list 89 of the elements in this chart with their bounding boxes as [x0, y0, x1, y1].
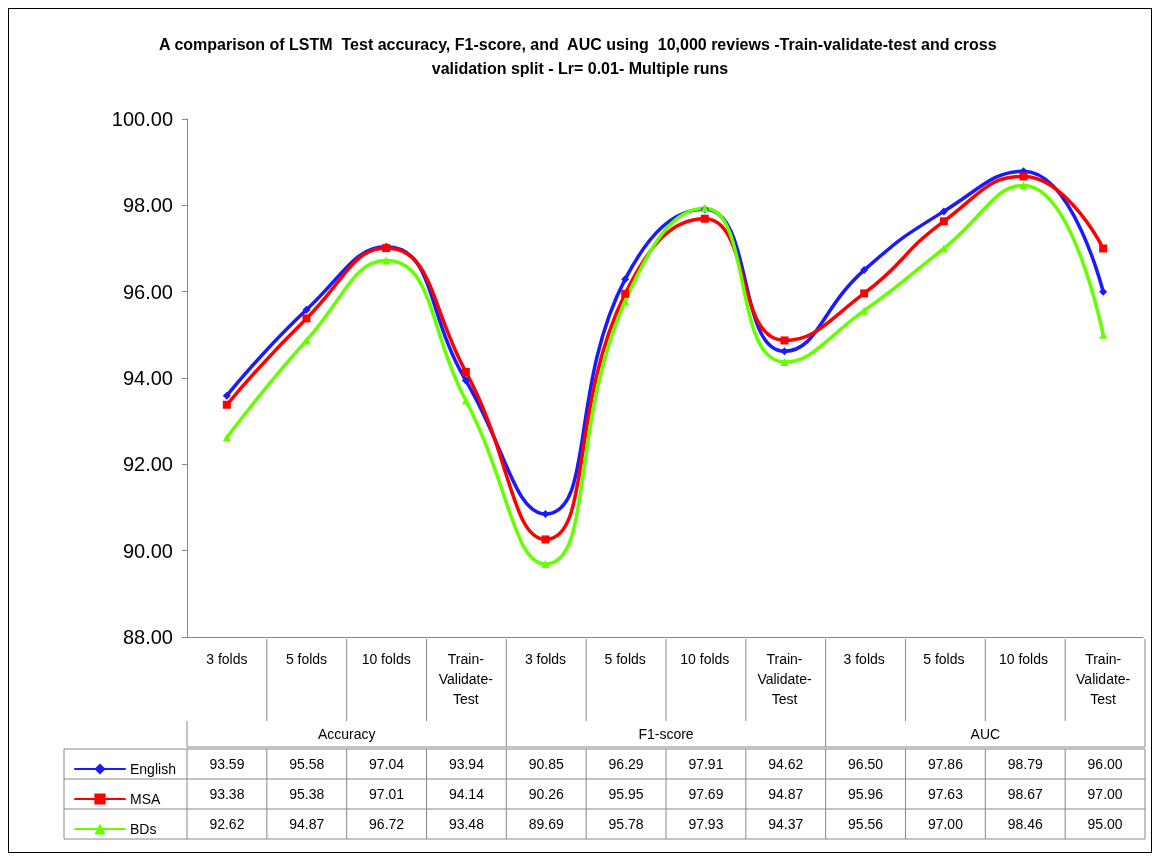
legend-label: English — [130, 761, 176, 777]
data-label: 95.38 — [289, 786, 325, 802]
data-label: 93.38 — [209, 786, 245, 802]
x-tick-label: 3 folds — [206, 651, 248, 667]
point — [860, 306, 869, 315]
data-label: 94.14 — [448, 786, 485, 802]
y-tick-label: 94.00 — [122, 367, 173, 389]
data-label: 95.78 — [608, 816, 644, 832]
data-label: 97.01 — [369, 786, 405, 802]
data-label: 95.56 — [848, 816, 884, 832]
data-label: 92.62 — [209, 816, 245, 832]
point — [222, 391, 231, 400]
x-tick-label: Train-Validate-Test — [438, 651, 494, 707]
chart-title: A comparison of LSTM Test accuracy, F1-score, and AUC using 10,000 reviews -Train-validate-test and cross validation split - Lr= 0.01- Multiple runs — [158, 35, 1002, 77]
data-label: 95.58 — [289, 756, 325, 772]
x-tick-label: 5 folds — [923, 651, 965, 667]
data-label: 90.85 — [528, 756, 564, 772]
point — [541, 560, 550, 569]
data-label: 95.96 — [848, 786, 884, 802]
point — [222, 400, 231, 409]
point — [780, 336, 789, 345]
text: Accuracy — [317, 726, 376, 742]
point — [939, 217, 948, 226]
data-label: 90.26 — [528, 786, 564, 802]
point — [1019, 181, 1028, 190]
data-label: 97.91 — [688, 756, 724, 772]
data-label: 97.00 — [927, 816, 964, 832]
data-label: 96.29 — [608, 756, 644, 772]
point — [541, 535, 550, 544]
data-label: 98.46 — [1007, 816, 1043, 832]
x-tick-label: 3 folds — [843, 651, 885, 667]
data-label: 97.00 — [1087, 786, 1123, 802]
y-tick-label: 88.00 — [122, 626, 173, 648]
data-label: 97.86 — [927, 756, 964, 772]
data-label: 93.59 — [209, 756, 245, 772]
x-tick-label: 5 folds — [285, 651, 328, 667]
point — [939, 207, 948, 216]
data-label: 94.37 — [768, 816, 804, 832]
data-label: 94.62 — [768, 756, 804, 772]
point — [700, 214, 709, 223]
x-tick-label: 10 folds — [680, 651, 730, 667]
point — [780, 358, 789, 367]
y-tick-label: 90.00 — [122, 539, 173, 562]
x-tick-label: Train-Validate-Test — [757, 651, 812, 707]
point — [780, 347, 789, 356]
legend-label: MSA — [130, 791, 161, 807]
point — [621, 289, 630, 298]
data-label: 96.72 — [369, 816, 405, 832]
point — [222, 433, 231, 442]
text: F1-score — [638, 726, 694, 742]
data-label: 89.69 — [528, 816, 564, 832]
data-label: 93.48 — [448, 816, 485, 832]
legend-label: BDs — [130, 821, 157, 837]
data-label: 97.63 — [927, 786, 964, 802]
data-label: 96.00 — [1087, 756, 1123, 772]
point — [382, 256, 391, 265]
x-tick-label: 10 folds — [998, 651, 1049, 667]
data-label: 93.94 — [448, 756, 485, 772]
point — [541, 509, 550, 518]
data-label: 97.69 — [688, 786, 724, 802]
x-tick-label: 5 folds — [604, 651, 646, 667]
y-tick-label: 98.00 — [122, 194, 173, 217]
point — [1099, 287, 1108, 296]
y-tick-label: 96.00 — [122, 280, 173, 303]
text: AUC — [970, 726, 1001, 742]
data-label: 95.00 — [1087, 816, 1123, 832]
point — [860, 266, 869, 275]
data-label: 95.95 — [608, 786, 644, 802]
data-label: 94.87 — [289, 816, 325, 832]
point — [1019, 172, 1028, 181]
point — [461, 367, 470, 376]
data-label: 98.67 — [1007, 786, 1043, 802]
data-label: 94.87 — [768, 786, 804, 802]
point — [1099, 244, 1108, 253]
point — [621, 297, 630, 306]
point — [621, 275, 630, 284]
data-label: 98.79 — [1007, 756, 1043, 772]
data-label: 97.04 — [369, 756, 405, 772]
x-tick-label: Train-Validate-Test — [1076, 651, 1131, 707]
y-tick-label: 92.00 — [122, 453, 173, 476]
point — [302, 314, 311, 323]
point — [860, 289, 869, 298]
data-label: 97.93 — [688, 816, 724, 832]
data-label: 96.50 — [848, 756, 884, 772]
x-tick-label: 3 folds — [524, 651, 567, 667]
point — [461, 376, 470, 385]
y-tick-label: 100.00 — [111, 108, 173, 130]
point — [302, 305, 311, 314]
x-tick-label: 10 folds — [361, 651, 411, 667]
